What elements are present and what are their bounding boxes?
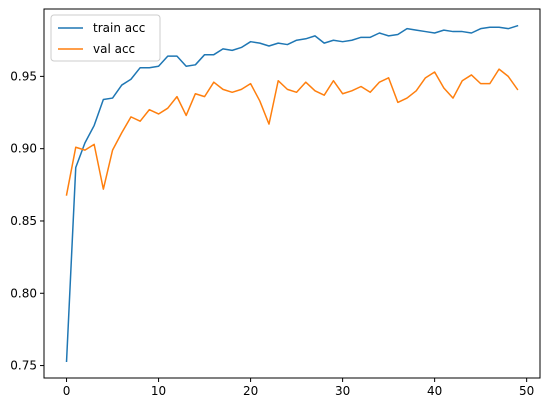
y-tick-label: 0.95 [10,69,37,83]
y-tick-label: 0.80 [10,286,37,300]
y-tick-label: 0.90 [10,142,37,156]
y-tick-label: 0.85 [10,214,37,228]
x-tick-label: 40 [427,384,442,398]
series-line-train-acc [65,24,519,363]
x-tick-label: 30 [335,384,350,398]
legend-label-train-acc: train acc [93,21,145,35]
ticks-layer: 0 10 20 30 40 50 0.75 0.80 0.85 0.90 0.95 [10,69,534,398]
x-tick-label: 10 [151,384,166,398]
legend-label-val-acc: val acc [93,42,135,56]
x-tick-label: 0 [63,384,71,398]
x-tick-label: 50 [519,384,534,398]
axes-frame [43,8,541,379]
y-tick-label: 0.75 [10,359,37,373]
legend-items: train acc val acc [58,21,145,56]
series-line-val-acc [65,68,519,196]
x-tick-label: 20 [243,384,258,398]
series-layer [65,24,519,363]
legend: train acc val acc [50,14,161,62]
